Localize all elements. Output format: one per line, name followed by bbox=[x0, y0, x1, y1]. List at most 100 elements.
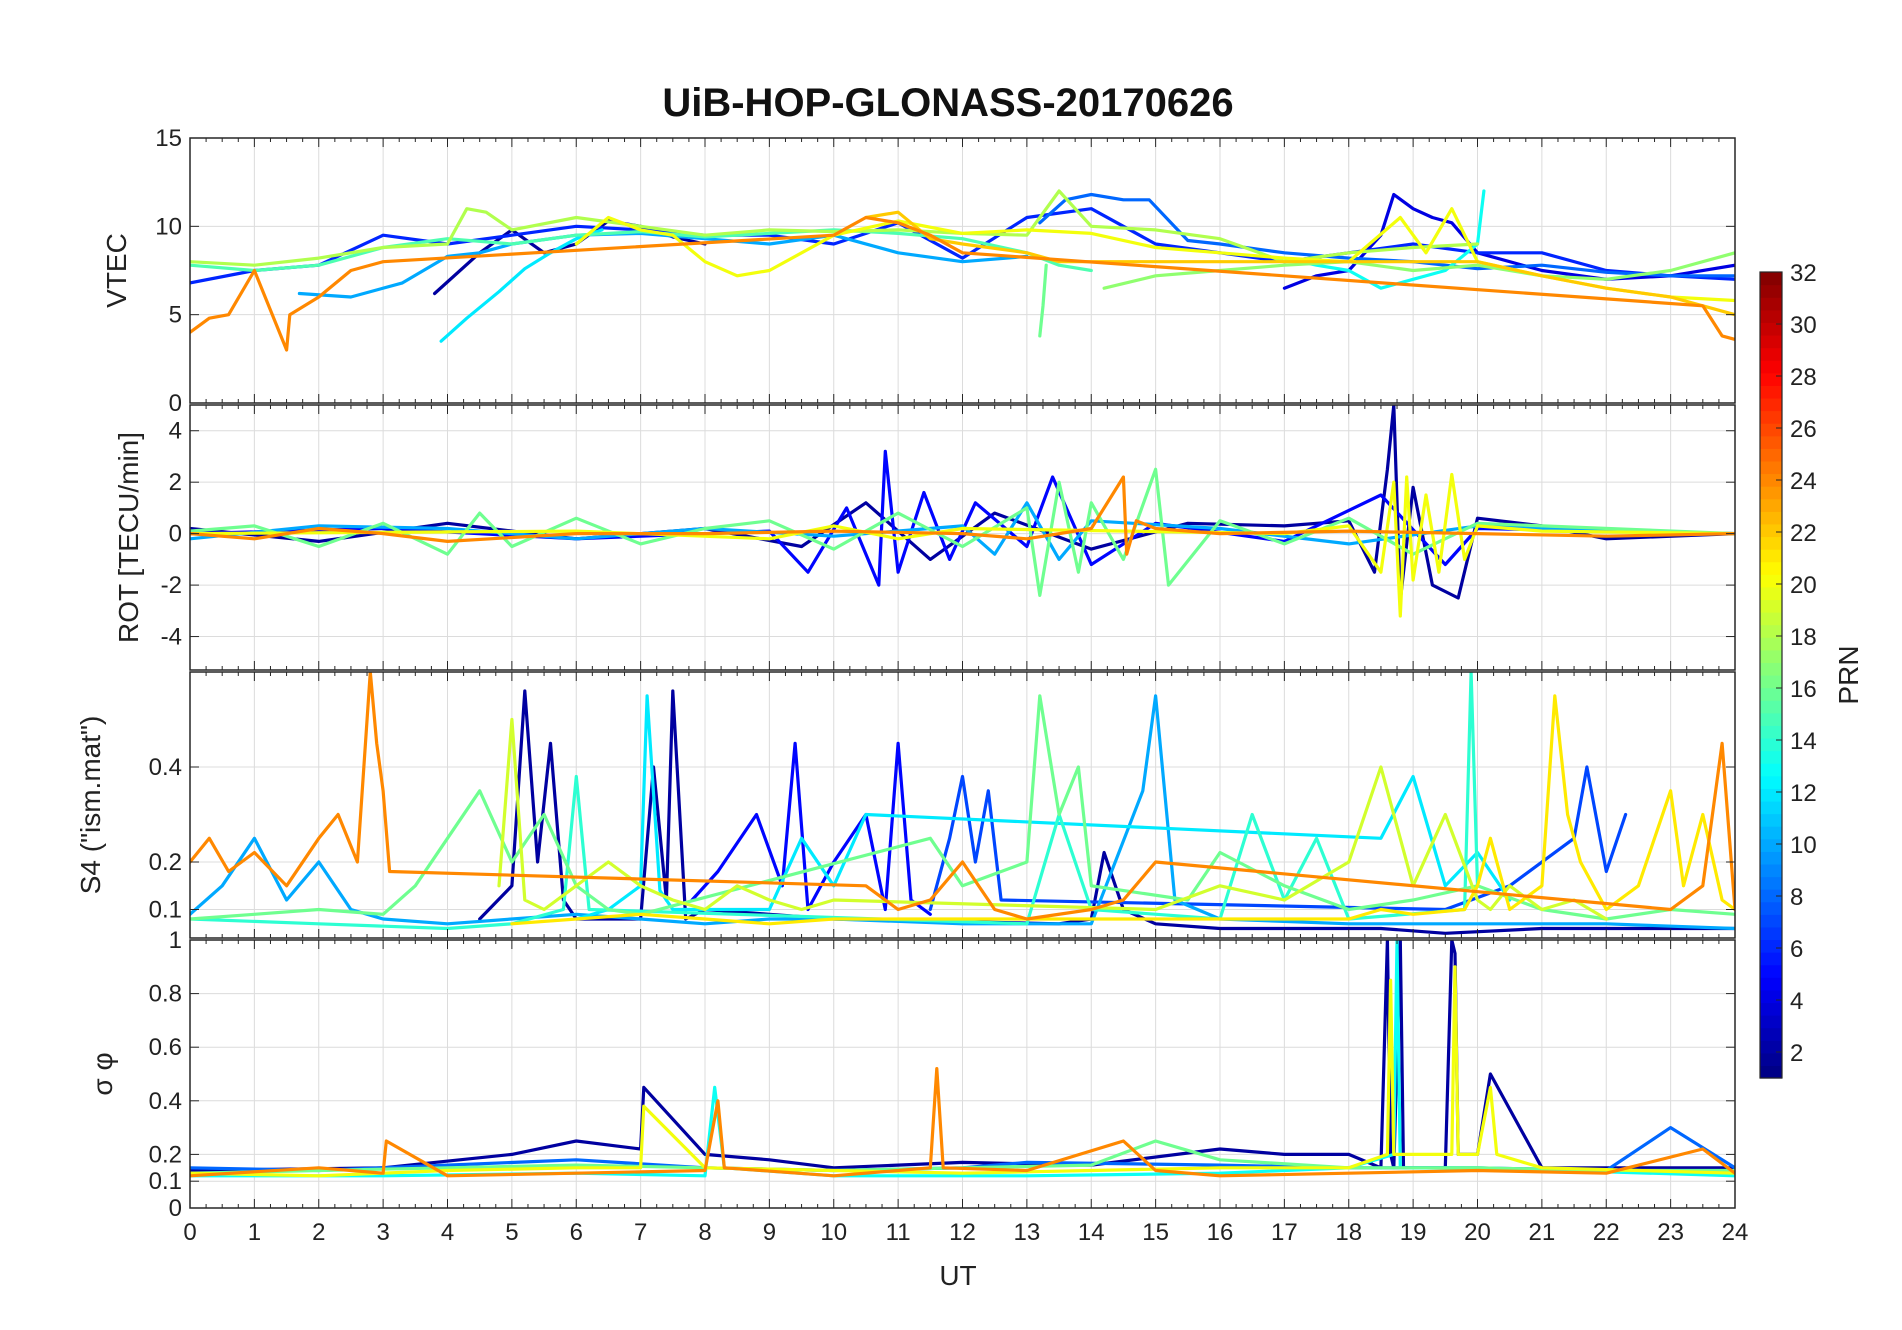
x-tick-label: 12 bbox=[949, 1219, 976, 1246]
series-line-prn-14 bbox=[190, 672, 1480, 931]
y-tick-label: 0.2 bbox=[149, 1141, 182, 1168]
colorbar-label: PRN bbox=[1833, 645, 1864, 704]
series-group bbox=[190, 189, 1735, 352]
colorbar-segment bbox=[1760, 624, 1782, 638]
x-tick-label: 24 bbox=[1722, 1219, 1749, 1246]
colorbar-segment bbox=[1760, 372, 1782, 386]
colorbar-segment bbox=[1760, 561, 1782, 575]
x-tick-label: 17 bbox=[1271, 1219, 1298, 1246]
colorbar-segment bbox=[1760, 334, 1782, 349]
colorbar-segment bbox=[1760, 826, 1782, 840]
colorbar-segment bbox=[1760, 876, 1782, 890]
colorbar-segment bbox=[1760, 712, 1782, 726]
colorbar-segment bbox=[1760, 1052, 1782, 1067]
chart-title: UiB-HOP-GLONASS-20170626 bbox=[662, 81, 1233, 125]
y-tick-label: -2 bbox=[161, 572, 182, 599]
colorbar-segment bbox=[1760, 675, 1782, 689]
y-tick-label: 0.4 bbox=[149, 1088, 182, 1115]
colorbar-segment bbox=[1760, 939, 1782, 953]
colorbar-segment bbox=[1760, 977, 1782, 991]
x-tick-label: 8 bbox=[698, 1219, 711, 1246]
colorbar-tick-label: 30 bbox=[1790, 312, 1817, 339]
series-group bbox=[190, 940, 1735, 1178]
colorbar-segment bbox=[1760, 523, 1782, 538]
x-tick-label: 6 bbox=[570, 1219, 583, 1246]
colorbar-segment bbox=[1760, 549, 1782, 563]
y-tick-label: 2 bbox=[169, 469, 182, 496]
colorbar-segment bbox=[1760, 473, 1782, 487]
colorbar-tick-label: 12 bbox=[1790, 780, 1817, 807]
colorbar-tick-label: 22 bbox=[1790, 520, 1817, 547]
series-line-prn-8 bbox=[1038, 192, 1735, 278]
colorbar-frame bbox=[1759, 271, 1783, 1079]
colorbar-segment bbox=[1760, 851, 1782, 865]
panel-s4: 0.1 0.2 0.4 S4 ("ism.mat") bbox=[75, 671, 1736, 939]
y-axis-label-rot: ROT [TECU/min] bbox=[113, 432, 144, 643]
colorbar-segment bbox=[1760, 423, 1782, 437]
y-tick-label: 0.2 bbox=[149, 849, 182, 876]
colorbar-segment bbox=[1760, 813, 1782, 827]
colorbar-tick-label: 16 bbox=[1790, 676, 1817, 703]
y-tick-label: 10 bbox=[155, 213, 182, 240]
colorbar-segment bbox=[1760, 863, 1782, 878]
series-line-prn-20 bbox=[190, 472, 1735, 618]
series-line-prn-24 bbox=[190, 215, 1735, 352]
colorbar-segment bbox=[1760, 637, 1782, 651]
series-line-prn-19 bbox=[497, 717, 1608, 921]
x-tick-label: 3 bbox=[376, 1219, 389, 1246]
colorbar-segment bbox=[1760, 435, 1782, 449]
y-tick-label: 0 bbox=[169, 521, 182, 548]
y-axis-label-sigma: σ φ bbox=[87, 1052, 118, 1095]
colorbar-segment bbox=[1760, 460, 1782, 475]
series-line-prn-24 bbox=[190, 672, 1735, 921]
x-tick-label: 1 bbox=[248, 1219, 261, 1246]
colorbar-segment bbox=[1760, 448, 1782, 462]
colorbar-segment bbox=[1760, 347, 1782, 361]
colorbar-segment bbox=[1760, 737, 1782, 752]
x-tick-label: 0 bbox=[183, 1219, 196, 1246]
colorbar-segment bbox=[1760, 410, 1782, 424]
series-line-prn-24 bbox=[190, 1067, 1735, 1178]
series-line-prn-17 bbox=[1102, 251, 1735, 290]
x-tick-label: 7 bbox=[634, 1219, 647, 1246]
x-tick-label: 18 bbox=[1335, 1219, 1362, 1246]
x-tick-label: 13 bbox=[1014, 1219, 1041, 1246]
series-line-prn-12 bbox=[574, 694, 1512, 921]
x-tick-label: 22 bbox=[1593, 1219, 1620, 1246]
colorbar-segment bbox=[1760, 700, 1782, 714]
colorbar-tick-label: 20 bbox=[1790, 572, 1817, 599]
panel-rot: -4 -2 0 2 4 ROT [TECU/min] bbox=[113, 404, 1736, 671]
panel-sigma: 00.10.2 0.4 0.6 0.8 1 σ φ bbox=[87, 927, 1736, 1222]
colorbar-tick-label: 24 bbox=[1790, 468, 1817, 495]
x-tick-label: 20 bbox=[1464, 1219, 1491, 1246]
colorbar-segment bbox=[1760, 574, 1782, 588]
y-tick-label: 0 bbox=[169, 1195, 182, 1222]
x-tick-label: 9 bbox=[763, 1219, 776, 1246]
series-line-prn-16 bbox=[190, 1139, 1735, 1175]
colorbar-segment bbox=[1760, 297, 1782, 311]
y-tick-label: 0.8 bbox=[149, 981, 182, 1008]
colorbar-segment bbox=[1760, 536, 1782, 550]
colorbar-segment bbox=[1760, 486, 1782, 500]
colorbar-segment bbox=[1760, 284, 1782, 298]
series-line-prn-12 bbox=[439, 228, 604, 343]
series-line-prn-16 bbox=[190, 694, 1735, 921]
colorbar-segment bbox=[1760, 901, 1782, 915]
colorbar-tick-label: 4 bbox=[1790, 988, 1803, 1015]
series-line-prn-16 bbox=[1038, 263, 1048, 338]
colorbar-segment bbox=[1760, 775, 1782, 789]
series-line-prn-5 bbox=[190, 449, 1735, 587]
y-tick-label: 0.6 bbox=[149, 1034, 182, 1061]
colorbar-segment bbox=[1760, 1040, 1782, 1054]
colorbar-segment bbox=[1760, 322, 1782, 336]
series-group bbox=[190, 405, 1735, 618]
y-axis-label-s4: S4 ("ism.mat") bbox=[75, 716, 106, 895]
x-tick-label: 11 bbox=[886, 1219, 911, 1246]
y-axis-label-vtec: VTEC bbox=[101, 233, 132, 308]
colorbar-segment bbox=[1760, 599, 1782, 613]
colorbar-segment bbox=[1760, 926, 1782, 941]
colorbar-tick-label: 10 bbox=[1790, 832, 1817, 859]
y-tick-label: 0.1 bbox=[149, 897, 182, 924]
